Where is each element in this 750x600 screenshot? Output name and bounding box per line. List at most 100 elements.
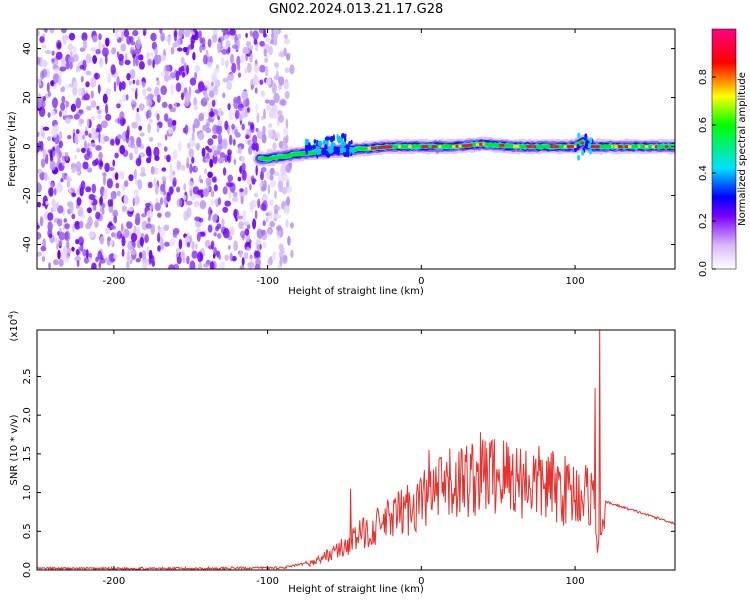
colorbar-label: Normalized spectral amplitude: [737, 72, 748, 226]
noise-speckle: [155, 197, 159, 204]
noise-speckle: [209, 158, 214, 168]
noise-speckle: [256, 112, 260, 123]
noise-speckle: [271, 31, 275, 43]
noise-speckle: [268, 199, 274, 206]
signal-blob: [316, 148, 321, 156]
noise-speckle: [169, 186, 174, 195]
signal-core: [421, 145, 428, 148]
noise-speckle: [39, 140, 44, 151]
noise-speckle: [191, 193, 196, 201]
noise-speckle: [260, 90, 265, 98]
noise-speckle: [192, 123, 196, 134]
noise-speckle: [102, 93, 108, 104]
noise-speckle: [181, 81, 185, 88]
snr-scale-label: (x104): [7, 310, 20, 341]
noise-speckle: [79, 109, 84, 115]
noise-speckle: [166, 192, 171, 202]
signal-core: [617, 145, 623, 148]
noise-speckle: [276, 229, 282, 236]
signal-core: [529, 145, 533, 148]
noise-speckle: [122, 227, 125, 238]
noise-speckle: [110, 190, 117, 200]
noise-speckle: [130, 142, 135, 149]
noise-speckle: [189, 163, 193, 174]
noise-speckle: [136, 79, 140, 86]
noise-speckle: [121, 81, 126, 90]
noise-speckle: [180, 56, 185, 65]
noise-speckle: [187, 44, 194, 50]
noise-speckle: [278, 140, 283, 149]
noise-speckle: [94, 220, 99, 228]
noise-speckle: [239, 188, 244, 193]
noise-speckle: [42, 126, 50, 131]
noise-speckle: [261, 200, 268, 212]
noise-speckle: [147, 181, 153, 189]
noise-speckle: [285, 219, 289, 228]
noise-speckle: [134, 189, 139, 197]
noise-speckle: [112, 172, 116, 181]
noise-speckle: [138, 54, 144, 61]
noise-speckle: [113, 215, 118, 224]
noise-speckle: [198, 261, 203, 269]
snr-background: [37, 330, 675, 570]
colorbar-tick-label: 0.0: [698, 261, 709, 277]
noise-speckle: [68, 43, 73, 52]
noise-speckle: [128, 174, 134, 182]
noise-speckle: [74, 221, 80, 226]
noise-speckle: [60, 178, 63, 183]
noise-speckle: [110, 64, 116, 75]
noise-speckle: [202, 188, 209, 197]
noise-speckle: [172, 177, 177, 187]
noise-speckle: [176, 160, 182, 171]
noise-speckle: [41, 132, 46, 139]
noise-speckle: [37, 30, 40, 37]
noise-speckle: [216, 41, 222, 52]
noise-speckle: [259, 79, 264, 85]
noise-speckle: [56, 42, 62, 49]
noise-speckle: [243, 221, 250, 226]
noise-speckle: [257, 198, 261, 209]
noise-speckle: [217, 197, 221, 206]
signal-blob: [343, 147, 347, 153]
noise-speckle: [279, 256, 283, 267]
noise-speckle: [76, 197, 82, 206]
noise-speckle: [90, 76, 97, 88]
noise-speckle: [76, 129, 80, 135]
noise-speckle: [38, 106, 46, 118]
noise-speckle: [269, 108, 275, 118]
noise-speckle: [232, 44, 239, 50]
noise-speckle: [97, 250, 102, 260]
colorbar-tick-label: 0.4: [698, 165, 709, 181]
noise-speckle: [196, 232, 201, 242]
noise-speckle: [57, 218, 63, 227]
signal-core: [513, 145, 517, 148]
noise-speckle: [211, 134, 218, 139]
x-tick-label: -100: [256, 276, 279, 287]
noise-speckle: [198, 30, 202, 39]
noise-speckle: [47, 212, 54, 221]
noise-speckle: [265, 77, 272, 86]
noise-speckle: [98, 40, 102, 50]
signal-blob: [332, 134, 335, 142]
noise-speckle: [52, 97, 58, 109]
signal-core: [367, 147, 371, 150]
noise-speckle: [138, 103, 145, 111]
noise-speckle: [66, 241, 70, 249]
noise-speckle: [127, 206, 134, 212]
noise-speckle: [175, 70, 180, 81]
noise-speckle: [239, 265, 245, 269]
noise-speckle: [79, 47, 85, 52]
noise-speckle: [105, 227, 110, 234]
noise-speckle: [102, 47, 109, 57]
noise-speckle: [253, 38, 258, 45]
noise-speckle: [191, 131, 195, 141]
noise-speckle: [207, 38, 212, 48]
noise-speckle: [268, 209, 273, 220]
noise-speckle: [212, 85, 219, 96]
signal-core: [624, 145, 629, 148]
x-tick-label: 0: [418, 576, 424, 587]
noise-speckle: [74, 255, 81, 262]
noise-speckle: [146, 87, 152, 92]
noise-speckle: [57, 76, 62, 86]
noise-speckle: [283, 34, 288, 40]
